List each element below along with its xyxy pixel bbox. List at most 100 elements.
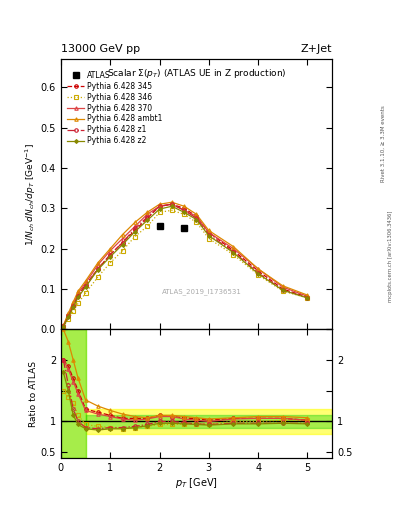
Pythia 6.428 z2	[108, 253, 112, 260]
Pythia 6.428 z1	[132, 225, 137, 231]
Pythia 6.428 ambt1	[66, 310, 71, 316]
Pythia 6.428 ambt1	[76, 288, 81, 294]
Line: Pythia 6.428 346: Pythia 6.428 346	[62, 208, 309, 329]
Pythia 6.428 346	[305, 295, 310, 301]
Pythia 6.428 370	[182, 207, 187, 214]
Pythia 6.428 370	[83, 280, 88, 286]
Pythia 6.428 z1	[61, 323, 66, 329]
X-axis label: $p_{T}$ [GeV]: $p_{T}$ [GeV]	[175, 476, 218, 490]
Pythia 6.428 346	[157, 209, 162, 216]
Pythia 6.428 ambt1	[157, 201, 162, 207]
Line: Pythia 6.428 ambt1: Pythia 6.428 ambt1	[62, 201, 309, 327]
Pythia 6.428 345	[145, 216, 150, 222]
Pythia 6.428 ambt1	[71, 299, 75, 305]
Pythia 6.428 z1	[169, 201, 174, 207]
Pythia 6.428 370	[281, 284, 285, 290]
Pythia 6.428 370	[95, 262, 100, 268]
Pythia 6.428 z2	[169, 203, 174, 209]
Pythia 6.428 370	[206, 229, 211, 236]
Pythia 6.428 345	[83, 282, 88, 288]
Pythia 6.428 345	[256, 268, 261, 274]
Pythia 6.428 345	[76, 292, 81, 298]
Pythia 6.428 z1	[231, 249, 236, 255]
Text: Scalar $\Sigma(p_{T})$ (ATLAS UE in Z production): Scalar $\Sigma(p_{T})$ (ATLAS UE in Z pr…	[107, 67, 286, 80]
Pythia 6.428 z2	[66, 314, 71, 321]
Pythia 6.428 ambt1	[206, 227, 211, 233]
Text: ATLAS_2019_I1736531: ATLAS_2019_I1736531	[162, 288, 242, 295]
Pythia 6.428 z1	[145, 214, 150, 220]
Pythia 6.428 z1	[256, 270, 261, 276]
Pythia 6.428 ambt1	[132, 219, 137, 225]
Pythia 6.428 345	[281, 286, 285, 292]
Pythia 6.428 z2	[83, 284, 88, 290]
Pythia 6.428 z2	[76, 294, 81, 300]
Pythia 6.428 z2	[95, 267, 100, 273]
Text: mcplots.cern.ch [arXiv:1306.3436]: mcplots.cern.ch [arXiv:1306.3436]	[388, 210, 393, 302]
Pythia 6.428 370	[120, 236, 125, 242]
Pythia 6.428 ambt1	[145, 209, 150, 216]
Pythia 6.428 346	[132, 233, 137, 240]
Pythia 6.428 ambt1	[83, 278, 88, 284]
Text: Z+Jet: Z+Jet	[301, 44, 332, 54]
Pythia 6.428 345	[95, 266, 100, 272]
Pythia 6.428 346	[83, 290, 88, 296]
Pythia 6.428 345	[120, 240, 125, 246]
Pythia 6.428 345	[66, 312, 71, 318]
Pythia 6.428 z1	[76, 293, 81, 300]
Pythia 6.428 346	[66, 316, 71, 323]
Pythia 6.428 370	[256, 266, 261, 272]
Pythia 6.428 346	[281, 288, 285, 294]
Pythia 6.428 ambt1	[182, 203, 187, 209]
Pythia 6.428 345	[169, 201, 174, 207]
Pythia 6.428 370	[76, 290, 81, 296]
ATLAS	[182, 225, 187, 231]
Pythia 6.428 z2	[281, 287, 285, 293]
Pythia 6.428 370	[61, 323, 66, 329]
Pythia 6.428 370	[305, 293, 310, 300]
Pythia 6.428 z2	[132, 229, 137, 235]
Pythia 6.428 346	[206, 236, 211, 242]
Pythia 6.428 ambt1	[305, 292, 310, 298]
Pythia 6.428 z2	[206, 232, 211, 239]
Pythia 6.428 370	[231, 246, 236, 252]
Pythia 6.428 ambt1	[95, 260, 100, 266]
Pythia 6.428 z1	[305, 294, 310, 301]
Pythia 6.428 z2	[256, 271, 261, 277]
Pythia 6.428 ambt1	[194, 211, 199, 218]
Pythia 6.428 346	[256, 272, 261, 278]
Pythia 6.428 370	[157, 203, 162, 209]
Pythia 6.428 z2	[145, 217, 150, 223]
Legend: ATLAS, Pythia 6.428 345, Pythia 6.428 346, Pythia 6.428 370, Pythia 6.428 ambt1,: ATLAS, Pythia 6.428 345, Pythia 6.428 34…	[68, 71, 163, 145]
Pythia 6.428 z2	[71, 304, 75, 310]
Pythia 6.428 345	[61, 323, 66, 329]
Pythia 6.428 z2	[61, 324, 66, 330]
Pythia 6.428 z2	[182, 209, 187, 216]
Pythia 6.428 370	[132, 223, 137, 229]
Pythia 6.428 346	[145, 223, 150, 229]
Pythia 6.428 370	[108, 248, 112, 254]
Pythia 6.428 370	[169, 201, 174, 207]
Line: Pythia 6.428 z2: Pythia 6.428 z2	[62, 205, 309, 328]
Pythia 6.428 346	[71, 308, 75, 314]
Pythia 6.428 z2	[120, 242, 125, 248]
Pythia 6.428 346	[95, 274, 100, 280]
Pythia 6.428 ambt1	[169, 199, 174, 205]
Pythia 6.428 346	[108, 260, 112, 266]
Pythia 6.428 z1	[281, 287, 285, 293]
Pythia 6.428 346	[120, 248, 125, 254]
Pythia 6.428 z1	[108, 251, 112, 258]
Text: Rivet 3.1.10, ≥ 3.3M events: Rivet 3.1.10, ≥ 3.3M events	[381, 105, 386, 182]
Y-axis label: $1/N_{ch}\,dN_{ch}/dp_{T}$ [GeV$^{-1}$]: $1/N_{ch}\,dN_{ch}/dp_{T}$ [GeV$^{-1}$]	[24, 143, 38, 246]
Pythia 6.428 346	[194, 219, 199, 225]
Pythia 6.428 z1	[71, 303, 75, 309]
Pythia 6.428 z1	[157, 203, 162, 209]
Pythia 6.428 z1	[206, 231, 211, 238]
Pythia 6.428 345	[108, 251, 112, 258]
Pythia 6.428 z1	[95, 266, 100, 272]
Line: Pythia 6.428 370: Pythia 6.428 370	[62, 203, 309, 328]
Pythia 6.428 345	[71, 302, 75, 308]
Pythia 6.428 ambt1	[231, 244, 236, 250]
Text: 13000 GeV pp: 13000 GeV pp	[61, 44, 140, 54]
Pythia 6.428 z2	[231, 250, 236, 256]
Y-axis label: Ratio to ATLAS: Ratio to ATLAS	[29, 361, 38, 427]
